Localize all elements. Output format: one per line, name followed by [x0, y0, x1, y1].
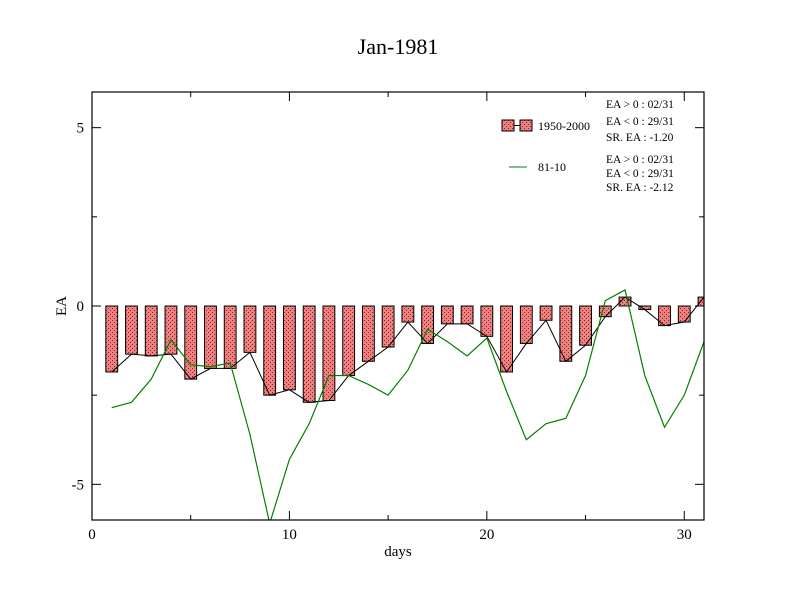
bar	[204, 305, 217, 369]
bar	[282, 305, 296, 391]
bar	[460, 305, 474, 325]
bar	[223, 305, 237, 369]
legend-swatch-bar	[501, 119, 515, 132]
lines-layer	[111, 289, 704, 520]
chart-title: Jan-1981	[358, 34, 439, 59]
x-tick-label: 20	[479, 527, 494, 543]
bars-layer	[105, 296, 704, 403]
stat-ea-negative: EA < 0 : 29/31	[606, 116, 674, 128]
x-axis-label: days	[384, 544, 412, 560]
bar	[440, 305, 454, 325]
y-tick-label: 5	[77, 121, 85, 137]
bar	[361, 305, 375, 362]
stat-ea-negative: EA < 0 : 29/31	[606, 168, 674, 180]
bar	[243, 305, 257, 353]
stats-81-10: EA > 0 : 02/31 EA < 0 : 29/31 SR. EA : -…	[606, 154, 674, 194]
stat-ea-positive: EA > 0 : 02/31	[606, 154, 674, 166]
y-tick-label: -5	[72, 477, 85, 493]
bar	[500, 305, 514, 373]
bar	[480, 305, 494, 337]
bar	[401, 305, 415, 323]
stat-sr-ea: SR. EA : -2.12	[606, 182, 674, 194]
series-line-81-10	[111, 289, 704, 520]
y-axis-label: EA	[54, 296, 70, 316]
axes-layer: 0 10 20 30 -5 0 5	[72, 91, 705, 543]
bar	[302, 305, 316, 403]
legend-swatch-bar	[519, 119, 533, 132]
bar	[144, 305, 158, 357]
legend-label-81-10: 81-10	[538, 160, 566, 174]
bar	[539, 305, 553, 321]
bar	[263, 305, 277, 396]
stats-1950-2000: EA > 0 : 02/31 EA < 0 : 29/31 SR. EA : -…	[606, 99, 674, 144]
stat-ea-positive: EA > 0 : 02/31	[606, 99, 674, 111]
bar	[677, 305, 691, 323]
x-tick-label: 30	[677, 527, 692, 543]
series-line-1950-2000	[111, 296, 704, 403]
legend-item-1950-2000: 1950-2000	[501, 119, 590, 133]
bar	[184, 305, 198, 380]
bar	[381, 305, 395, 348]
legend-label-1950-2000: 1950-2000	[538, 119, 590, 133]
x-tick-label: 10	[282, 527, 297, 543]
plot-marks	[105, 289, 704, 520]
legend-item-81-10: 81-10	[509, 160, 566, 174]
legend: 1950-2000 81-10 EA > 0 : 02/31 EA < 0 : …	[501, 99, 674, 194]
bar	[105, 305, 119, 373]
stat-sr-ea: SR. EA : -1.20	[606, 132, 674, 144]
bar	[342, 305, 356, 377]
x-tick-label: 0	[88, 527, 96, 543]
y-tick-label: 0	[77, 299, 85, 315]
bar	[125, 305, 138, 355]
